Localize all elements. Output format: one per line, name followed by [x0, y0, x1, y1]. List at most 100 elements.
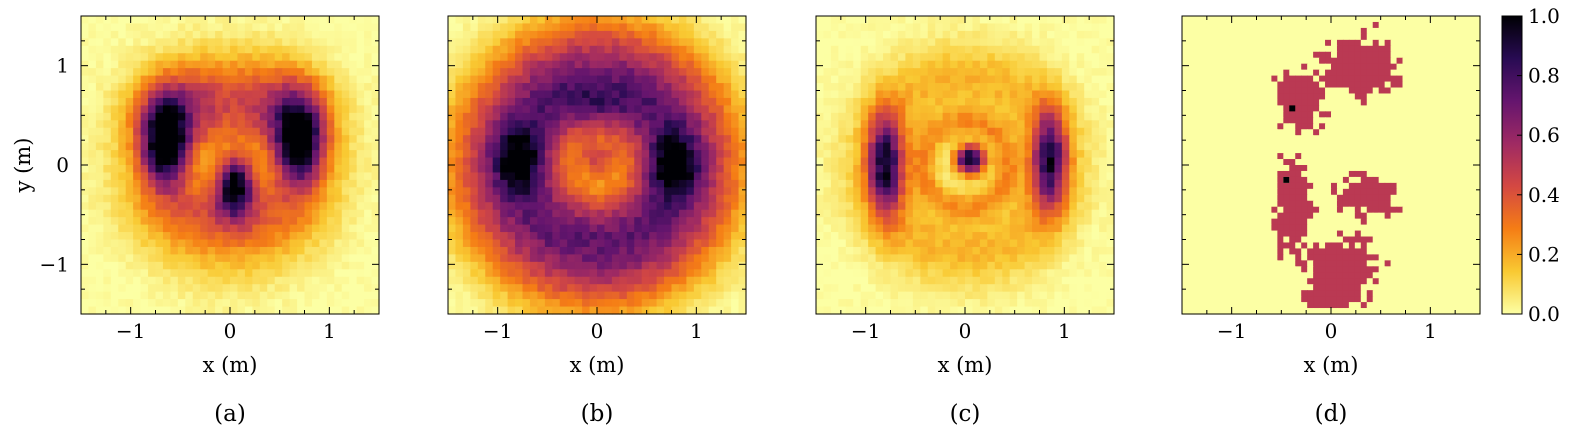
- heatmap-cell: [349, 105, 358, 114]
- heatmap-cell: [118, 239, 127, 248]
- heatmap-cell: [110, 284, 119, 293]
- heatmap-cell: [215, 202, 224, 211]
- heatmap-cell: [567, 97, 576, 106]
- heatmap-cell: [838, 45, 847, 54]
- heatmap-cell: [364, 224, 373, 233]
- heatmap-cell: [905, 16, 914, 25]
- heatmap-cell: [641, 150, 650, 159]
- heatmap-cell: [148, 306, 157, 315]
- heatmap-cell: [957, 187, 966, 196]
- heatmap-cell: [567, 209, 576, 218]
- heatmap-cell: [522, 165, 531, 174]
- heatmap-cell: [237, 306, 246, 315]
- heatmap-cell: [148, 224, 157, 233]
- heatmap-cell: [823, 45, 832, 54]
- heatmap-cell: [686, 246, 695, 255]
- heatmap-cell: [883, 150, 892, 159]
- heatmap-cell: [905, 276, 914, 285]
- heatmap-cell: [671, 261, 680, 270]
- heatmap-cell: [448, 120, 457, 129]
- heatmap-cell: [282, 38, 291, 47]
- heatmap-cell: [671, 142, 680, 151]
- heatmap-cell: [987, 202, 996, 211]
- heatmap-cell: [252, 127, 261, 136]
- heatmap-cell: [522, 209, 531, 218]
- heatmap-cell: [155, 53, 164, 62]
- heatmap-cell: [890, 38, 899, 47]
- heatmap-cell: [215, 75, 224, 84]
- heatmap-cell: [1076, 53, 1085, 62]
- heatmap-cell: [868, 165, 877, 174]
- heatmap-cell: [987, 45, 996, 54]
- heatmap-cell: [485, 209, 494, 218]
- heatmap-cell: [716, 232, 725, 241]
- heatmap-cell: [868, 284, 877, 293]
- heatmap-cell: [477, 105, 486, 114]
- heatmap-cell: [207, 232, 216, 241]
- heatmap-cell: [282, 291, 291, 300]
- heatmap-cell: [987, 16, 996, 25]
- heatmap-cell: [678, 276, 687, 285]
- heatmap-cell: [979, 127, 988, 136]
- heatmap-cell: [693, 60, 702, 69]
- heatmap-cell: [140, 127, 149, 136]
- heatmap-cell: [604, 112, 613, 121]
- heatmap-cell: [222, 60, 231, 69]
- heatmap-cell: [1039, 157, 1048, 166]
- heatmap-cell: [942, 291, 951, 300]
- heatmap-cell: [477, 135, 486, 144]
- heatmap-cell: [349, 254, 358, 263]
- heatmap-cell: [656, 83, 665, 92]
- heatmap-cell: [942, 23, 951, 32]
- heatmap-cell: [177, 38, 186, 47]
- heatmap-cell: [641, 261, 650, 270]
- heatmap-cell: [567, 172, 576, 181]
- heatmap-cell: [559, 217, 568, 226]
- heatmap-cell: [244, 97, 253, 106]
- heatmap-cell: [244, 209, 253, 218]
- heatmap-cell: [326, 135, 335, 144]
- heatmap-cell: [529, 112, 538, 121]
- heatmap-cell: [297, 246, 306, 255]
- heatmap-cell: [664, 172, 673, 181]
- heatmap-cell: [994, 150, 1003, 159]
- heatmap-cell: [582, 194, 591, 203]
- heatmap-cell: [170, 16, 179, 25]
- heatmap-cell: [853, 187, 862, 196]
- heatmap-cell: [170, 105, 179, 114]
- heatmap-cell: [289, 284, 298, 293]
- heatmap-cell: [103, 83, 112, 92]
- heatmap-cell: [252, 38, 261, 47]
- heatmap-cell: [118, 217, 127, 226]
- heatmap-cell: [1024, 97, 1033, 106]
- heatmap-cell: [1084, 150, 1093, 159]
- heatmap-cell: [994, 202, 1003, 211]
- heatmap-cell: [634, 261, 643, 270]
- heatmap-cell: [972, 90, 981, 99]
- heatmap-cell: [708, 30, 717, 39]
- heatmap-cell: [259, 112, 268, 121]
- heatmap-cell: [686, 120, 695, 129]
- heatmap-cell: [693, 291, 702, 300]
- heatmap-cell: [686, 90, 695, 99]
- heatmap-cell: [215, 232, 224, 241]
- heatmap-cell: [927, 187, 936, 196]
- heatmap-cell: [192, 38, 201, 47]
- heatmap-cell: [708, 291, 717, 300]
- heatmap-cell: [686, 165, 695, 174]
- heatmap-cell: [656, 53, 665, 62]
- heatmap-cell: [470, 194, 479, 203]
- heatmap-cell: [485, 45, 494, 54]
- heatmap-cell: [957, 23, 966, 32]
- heatmap-cell: [259, 53, 268, 62]
- heatmap-cell: [1002, 120, 1011, 129]
- heatmap-cell: [935, 291, 944, 300]
- heatmap-cell: [1061, 172, 1070, 181]
- heatmap-cell: [619, 16, 628, 25]
- heatmap-cell: [455, 165, 464, 174]
- heatmap-cell: [529, 75, 538, 84]
- heatmap-cell: [492, 261, 501, 270]
- heatmap-cell: [1084, 202, 1093, 211]
- heatmap-cell: [987, 299, 996, 308]
- heatmap-cell: [326, 142, 335, 151]
